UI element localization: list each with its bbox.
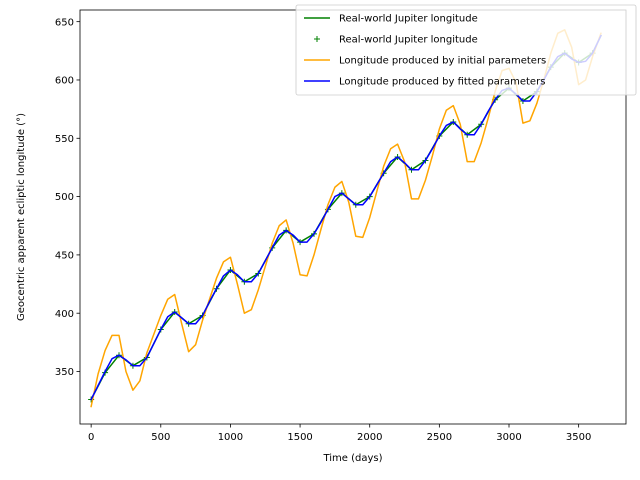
x-tick-label: 2000 [357,432,382,443]
x-tick-label: 3500 [566,432,591,443]
y-tick-label: 600 [55,76,74,87]
x-tick-label: 1000 [218,432,243,443]
y-tick-label: 650 [55,17,74,28]
legend-box [295,4,637,96]
legend-marker-swatch [314,36,320,42]
y-tick-label: 550 [55,134,74,145]
legend-entry-label: Real-world Jupiter longitude [339,14,478,25]
legend-entry-label: Real-world Jupiter longitude [339,35,478,46]
y-tick-label: 450 [55,251,74,262]
y-tick-label: 400 [55,309,74,320]
x-tick-label: 3000 [496,432,521,443]
y-tick-label: 500 [55,192,74,203]
legend-entry-label: Longitude produced by fitted parameters [339,77,545,88]
x-tick-label: 0 [88,432,94,443]
x-tick-label: 500 [151,432,170,443]
y-axis-label: Geocentric apparent ecliptic longitude (… [16,113,27,321]
legend: Real-world Jupiter longitude Real-world J… [295,4,637,96]
legend-entry-label: Longitude produced by initial parameters [339,56,546,67]
y-tick-label: 350 [55,367,74,378]
x-axis-label: Time (days) [322,453,382,464]
x-tick-label: 1500 [287,432,312,443]
x-tick-label: 2500 [427,432,452,443]
